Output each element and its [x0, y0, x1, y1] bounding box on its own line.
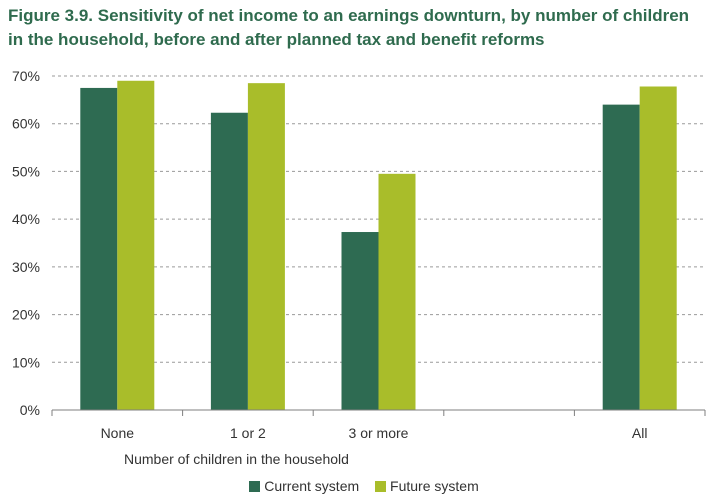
bar-current	[602, 104, 640, 410]
y-tick-label: 10%	[12, 354, 40, 370]
chart-title-line-2: in the household, before and after plann…	[8, 30, 545, 49]
y-tick-label: 60%	[12, 116, 40, 132]
y-tick-label: 30%	[12, 259, 40, 275]
legend-label-current: Current system	[264, 478, 360, 494]
legend: Current system Future system	[0, 478, 728, 495]
legend-label-future: Future system	[390, 478, 479, 494]
y-tick-label: 70%	[12, 68, 40, 84]
legend-swatch-current	[249, 480, 261, 492]
bar-current	[210, 112, 248, 411]
x-tick-label: All	[632, 425, 648, 441]
legend-swatch-future	[375, 480, 387, 492]
x-axis-tick-labels: None 1 or 2 3 or more All	[101, 425, 648, 441]
bar-future	[378, 173, 416, 410]
bar-chart: 0% 10% 20% 30% 40% 50% 60% 70% None 1 or 2 3 or m…	[12, 68, 706, 467]
x-tick-label: None	[101, 425, 135, 441]
x-tick-label: 3 or more	[349, 425, 409, 441]
y-tick-label: 50%	[12, 163, 40, 179]
bar-future	[247, 83, 285, 411]
y-tick-label: 0%	[20, 402, 40, 418]
bar-current	[341, 232, 379, 410]
x-tick-label: 1 or 2	[230, 425, 266, 441]
bars	[80, 80, 677, 411]
legend-item-future: Future system	[375, 478, 479, 494]
bar-future	[639, 86, 677, 411]
chart-title-line-1: Figure 3.9. Sensitivity of net income to…	[8, 6, 690, 25]
y-tick-label: 20%	[12, 307, 40, 323]
x-axis-label: Number of children in the household	[124, 451, 349, 467]
y-tick-label: 40%	[12, 211, 40, 227]
bar-future	[117, 80, 155, 411]
legend-item-current: Current system	[249, 478, 359, 494]
y-axis-tick-labels: 0% 10% 20% 30% 40% 50% 60% 70%	[12, 68, 40, 418]
bar-current	[80, 87, 118, 410]
chart-title: Figure 3.9. Sensitivity of net income to…	[8, 4, 720, 52]
x-axis	[51, 409, 706, 416]
